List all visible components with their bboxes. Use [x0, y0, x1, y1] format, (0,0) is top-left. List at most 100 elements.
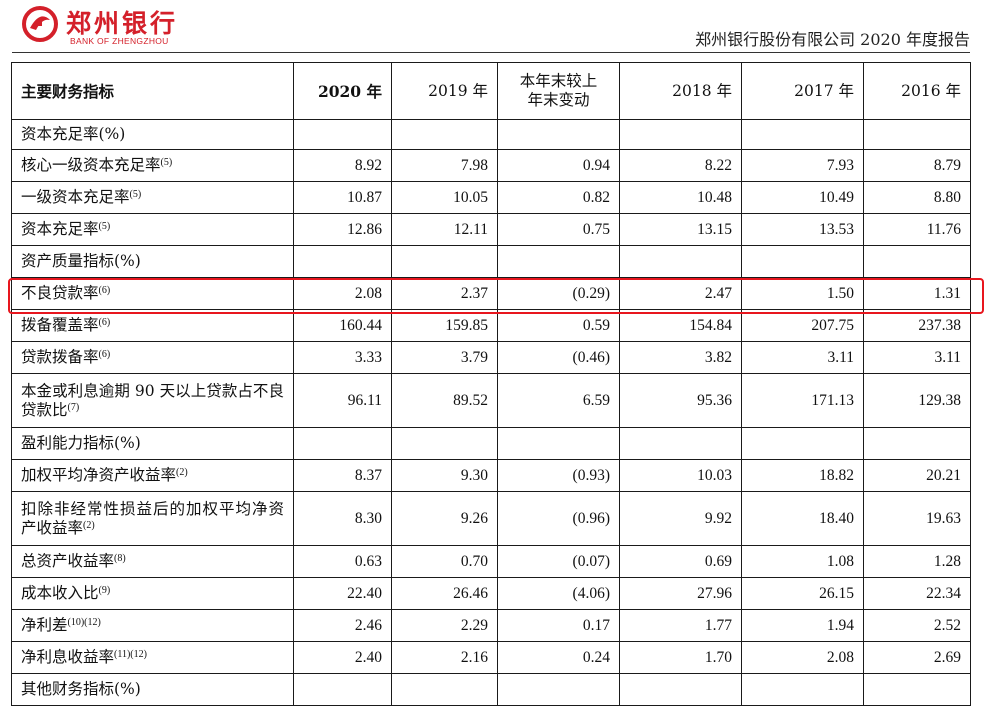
empty-cell [293, 427, 392, 460]
footnote-ref: (2) [176, 467, 188, 478]
empty-cell [497, 427, 620, 460]
value-cell: 8.80 [863, 181, 971, 214]
section-title: 资本充足率(%) [11, 119, 294, 150]
value-cell: 9.92 [619, 491, 742, 546]
value-cell: 3.79 [391, 341, 498, 374]
footnote-ref: (10)(12) [67, 617, 101, 628]
row-label: 成本收入比(9) [11, 577, 294, 610]
table-row: 一级资本充足率(5) 10.87 10.05 0.82 10.48 10.49 8.80 [11, 181, 971, 214]
value-cell: 1.70 [619, 641, 742, 674]
footnote-ref: (2) [83, 519, 95, 531]
value-cell: (0.29) [497, 277, 620, 310]
value-cell: 8.92 [293, 149, 392, 182]
value-cell: 171.13 [741, 373, 864, 428]
header-change-line2: 年末变动 [527, 91, 590, 109]
value-cell: 0.63 [293, 545, 392, 578]
value-cell: 18.82 [741, 459, 864, 492]
footnote-ref: (6) [98, 349, 111, 360]
value-cell: 2.69 [863, 641, 971, 674]
section-row: 资产质量指标(%) [11, 245, 971, 278]
value-cell: 89.52 [391, 373, 498, 428]
value-cell: 8.30 [293, 491, 392, 546]
value-cell: 12.11 [391, 213, 498, 246]
empty-cell [391, 245, 498, 278]
empty-cell [497, 119, 620, 150]
value-cell: 3.82 [619, 341, 742, 374]
value-cell: (0.93) [497, 459, 620, 492]
value-cell: 0.17 [497, 609, 620, 642]
footnote-ref: (6) [98, 317, 111, 328]
value-cell: 6.59 [497, 373, 620, 428]
value-cell: 2.08 [741, 641, 864, 674]
value-cell: 11.76 [863, 213, 971, 246]
empty-cell [863, 245, 971, 278]
value-cell: 8.22 [619, 149, 742, 182]
row-label: 贷款拨备率(6) [11, 341, 294, 374]
row-label-text: 净利差 [21, 616, 68, 634]
value-cell: 2.16 [391, 641, 498, 674]
empty-cell [741, 427, 864, 460]
section-title: 资产质量指标(%) [11, 245, 294, 278]
footnote-ref: (5) [160, 157, 173, 168]
value-cell: 2.47 [619, 277, 742, 310]
row-label-text: 一级资本充足率 [21, 188, 130, 206]
row-label: 核心一级资本充足率(5) [11, 149, 294, 182]
value-cell: 129.38 [863, 373, 971, 428]
header-divider [12, 52, 970, 53]
table-header-row: 主要财务指标 2020 年 2019 年 本年末较上 年末变动 2018 年 2… [11, 62, 971, 120]
value-cell: 0.94 [497, 149, 620, 182]
value-cell: 159.85 [391, 309, 498, 342]
value-cell: 18.40 [741, 491, 864, 546]
empty-cell [863, 119, 971, 150]
table-row: 资本充足率(5) 12.86 12.11 0.75 13.15 13.53 11.76 [11, 213, 971, 246]
value-cell: 154.84 [619, 309, 742, 342]
table-row: 贷款拨备率(6) 3.33 3.79 (0.46) 3.82 3.11 3.11 [11, 341, 971, 374]
header-2017: 2017 年 [741, 62, 864, 120]
row-label-text: 核心一级资本充足率 [21, 156, 161, 174]
header-2020: 2020 年 [293, 62, 392, 120]
header-2019: 2019 年 [391, 62, 498, 120]
value-cell: 96.11 [293, 373, 392, 428]
page-header: 郑州银行 BANK OF ZHENGZHOU 郑州银行股份有限公司 2020 年… [0, 0, 1000, 56]
empty-cell [497, 245, 620, 278]
value-cell: 3.11 [863, 341, 971, 374]
value-cell: 2.37 [391, 277, 498, 310]
value-cell: 19.63 [863, 491, 971, 546]
row-label-text: 资本充足率 [21, 220, 99, 238]
row-label: 净利息收益率(11)(12) [11, 641, 294, 674]
section-row: 资本充足率(%) [11, 119, 971, 150]
value-cell: 2.29 [391, 609, 498, 642]
value-cell: 10.03 [619, 459, 742, 492]
value-cell: 2.08 [293, 277, 392, 310]
header-change: 本年末较上 年末变动 [497, 62, 620, 120]
value-cell: 26.15 [741, 577, 864, 610]
value-cell: 1.31 [863, 277, 971, 310]
table-row: 成本收入比(9) 22.40 26.46 (4.06) 27.96 26.15 22.34 [11, 577, 971, 610]
table-body: 资本充足率(%) 核心一级资本充足率(5) 8.92 7.98 0.94 8.22 7.93… [11, 119, 971, 706]
footnote-ref: (5) [129, 189, 142, 200]
empty-cell [293, 245, 392, 278]
value-cell: 237.38 [863, 309, 971, 342]
row-label-text: 净利息收益率 [21, 648, 115, 666]
value-cell: 22.34 [863, 577, 971, 610]
row-label: 本金或利息逾期 90 天以上贷款占不良贷款比(7) [11, 373, 294, 428]
row-label-text: 本金或利息逾期 90 天以上贷款占不良贷款比 [21, 381, 284, 419]
table-row: 总资产收益率(8) 0.63 0.70 (0.07) 0.69 1.08 1.28 [11, 545, 971, 578]
table-row: 扣除非经常性损益后的加权平均净资产收益率(2) 8.30 9.26 (0.96) 9.9… [11, 491, 971, 546]
value-cell: 7.93 [741, 149, 864, 182]
table-row: 净利息收益率(11)(12) 2.40 2.16 0.24 1.70 2.08 2.69 [11, 641, 971, 674]
value-cell: 1.77 [619, 609, 742, 642]
value-cell: 3.33 [293, 341, 392, 374]
value-cell: 13.53 [741, 213, 864, 246]
section-row: 盈利能力指标(%) [11, 427, 971, 460]
value-cell: 95.36 [619, 373, 742, 428]
value-cell: (0.46) [497, 341, 620, 374]
row-label: 一级资本充足率(5) [11, 181, 294, 214]
row-label: 总资产收益率(8) [11, 545, 294, 578]
row-label: 拨备覆盖率(6) [11, 309, 294, 342]
table-row: 核心一级资本充足率(5) 8.92 7.98 0.94 8.22 7.93 8.79 [11, 149, 971, 182]
row-label: 加权平均净资产收益率(2) [11, 459, 294, 492]
value-cell: (0.96) [497, 491, 620, 546]
empty-cell [741, 245, 864, 278]
table-row: 不良贷款率(6) 2.08 2.37 (0.29) 2.47 1.50 1.31 [11, 277, 971, 310]
